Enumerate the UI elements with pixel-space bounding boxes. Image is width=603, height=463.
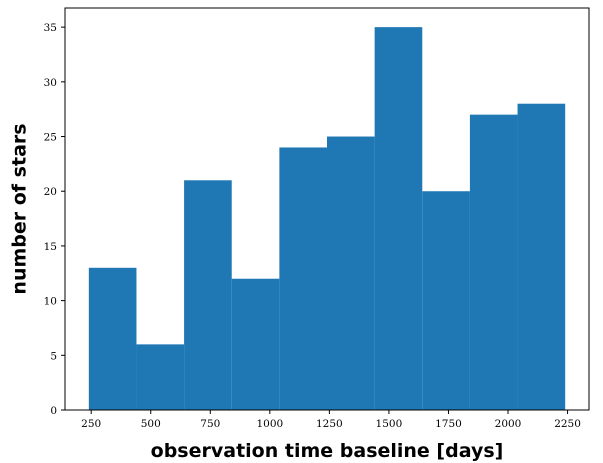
histogram-bar xyxy=(422,191,470,410)
x-tick-label: 1000 xyxy=(256,418,283,430)
y-tick-label: 20 xyxy=(44,186,57,198)
axes-group xyxy=(64,7,590,411)
y-tick-label: 0 xyxy=(50,405,57,417)
histogram-bar xyxy=(469,114,518,410)
x-tick-label: 1250 xyxy=(316,418,343,430)
x-axis-title: observation time baseline [days] xyxy=(151,440,504,462)
y-ticks-group: 0 5 10 15 20 25 30 35 xyxy=(44,22,65,417)
bars-group xyxy=(88,27,566,411)
histogram-bar xyxy=(136,344,185,410)
y-tick-label: 15 xyxy=(44,241,57,253)
x-tick-label: 2000 xyxy=(495,418,522,430)
x-ticks-group: 250 500 750 1000 1250 1500 1750 2000 2250 xyxy=(81,410,581,430)
histogram-bar xyxy=(374,27,423,411)
x-tick-label: 500 xyxy=(141,418,161,430)
histogram-bar xyxy=(517,103,566,410)
y-tick-label: 25 xyxy=(44,132,57,144)
y-tick-label: 30 xyxy=(44,77,57,89)
x-tick-label: 250 xyxy=(81,418,101,430)
plot-frame xyxy=(64,7,590,411)
histogram-bar xyxy=(88,267,137,410)
histogram-bar xyxy=(279,147,327,410)
histogram-bar xyxy=(231,278,280,410)
histogram-bar xyxy=(327,136,375,410)
y-tick-label: 10 xyxy=(44,296,57,308)
y-axis-title: number of stars xyxy=(9,123,31,294)
x-tick-label: 1500 xyxy=(376,418,403,430)
x-tick-label: 2250 xyxy=(554,418,581,430)
y-tick-label: 5 xyxy=(50,350,57,362)
histogram-bar xyxy=(184,180,232,410)
x-tick-label: 750 xyxy=(200,418,220,430)
y-tick-label: 35 xyxy=(44,22,57,34)
x-tick-label: 1750 xyxy=(435,418,462,430)
